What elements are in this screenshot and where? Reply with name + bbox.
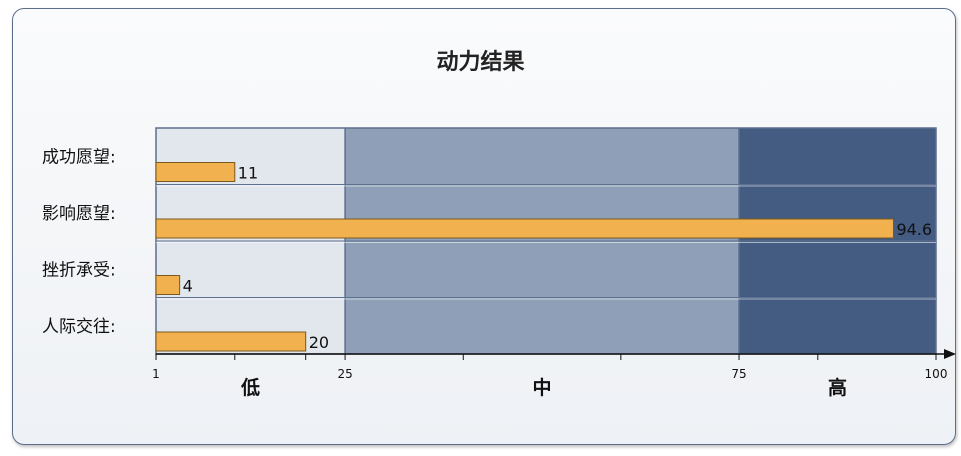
tick-label-1: 25 [337, 367, 352, 381]
bar-3 [155, 331, 307, 352]
category-label-1: 影响愿望: [42, 204, 116, 224]
zone-label-0: 低 [240, 376, 260, 399]
chart-title: 动力结果 [436, 50, 525, 75]
x-axis-arrow [944, 349, 956, 359]
value-label-3: 20 [309, 333, 329, 352]
category-label-0: 成功愿望: [42, 147, 116, 167]
value-label-0: 11 [238, 164, 258, 183]
value-label-1: 94.6 [896, 220, 932, 239]
bar-1 [155, 218, 894, 239]
tick-label-2: 75 [731, 367, 746, 381]
bar-2 [155, 275, 181, 295]
zone-label-2: 高 [828, 376, 847, 399]
tick-label-3: 100 [925, 367, 948, 381]
category-label-2: 挫折承受: [42, 260, 116, 280]
zone-label-1: 中 [533, 376, 552, 399]
value-label-2: 4 [183, 277, 193, 296]
tick-label-0: 1 [152, 367, 160, 381]
category-label-3: 人际交往: [42, 317, 116, 337]
bar-0 [155, 162, 236, 182]
